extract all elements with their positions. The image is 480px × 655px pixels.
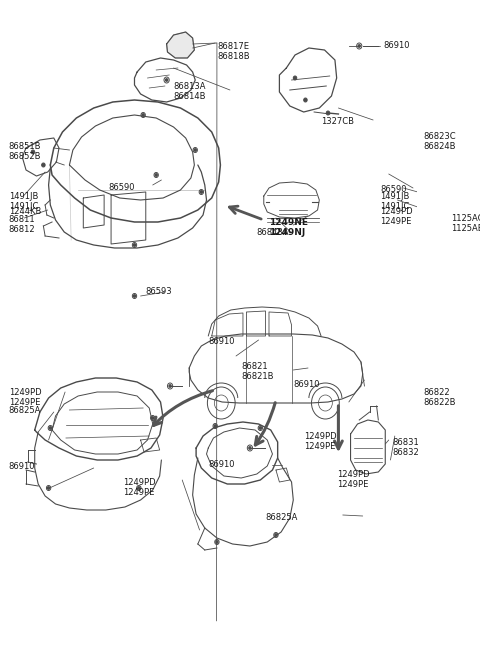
- Circle shape: [32, 151, 34, 153]
- Text: 1491JB
1491JC: 1491JB 1491JC: [380, 192, 409, 212]
- Circle shape: [358, 45, 360, 47]
- Text: 1491JB
1491JC: 1491JB 1491JC: [9, 192, 38, 212]
- Circle shape: [169, 384, 171, 387]
- Text: 86910: 86910: [208, 460, 235, 469]
- Circle shape: [259, 427, 261, 429]
- Circle shape: [133, 295, 135, 297]
- Text: 86910: 86910: [9, 462, 35, 471]
- Circle shape: [200, 191, 203, 193]
- Text: 86590: 86590: [380, 185, 407, 194]
- Text: 1244KB: 1244KB: [9, 207, 41, 216]
- Text: 86910: 86910: [293, 380, 320, 389]
- Circle shape: [249, 447, 251, 449]
- Text: 1249PD
1249PE: 1249PD 1249PE: [304, 432, 336, 451]
- Text: 86813A
86814B: 86813A 86814B: [174, 82, 206, 102]
- Text: 86831
86832: 86831 86832: [392, 438, 419, 457]
- Circle shape: [133, 244, 135, 246]
- Circle shape: [48, 487, 49, 489]
- Circle shape: [327, 112, 329, 114]
- Text: 86822
86822B: 86822 86822B: [423, 388, 456, 407]
- Circle shape: [142, 114, 144, 116]
- Circle shape: [49, 427, 51, 429]
- Text: 86825A: 86825A: [9, 406, 41, 415]
- Text: 86823C
86824B: 86823C 86824B: [423, 132, 456, 151]
- Circle shape: [42, 164, 45, 166]
- Circle shape: [138, 487, 140, 489]
- Text: 1249PD
1249PE: 1249PD 1249PE: [380, 207, 413, 227]
- Circle shape: [194, 149, 196, 151]
- Text: 86825A: 86825A: [265, 513, 298, 522]
- Text: 86910: 86910: [384, 41, 410, 50]
- Text: 1125AC
1125AE: 1125AC 1125AE: [451, 214, 480, 233]
- Circle shape: [155, 174, 157, 176]
- Circle shape: [152, 417, 154, 419]
- Circle shape: [216, 541, 218, 543]
- Circle shape: [275, 534, 277, 536]
- Text: 1327CB: 1327CB: [321, 117, 354, 126]
- Circle shape: [304, 99, 306, 102]
- Text: 1249NE
1249NJ: 1249NE 1249NJ: [269, 218, 308, 237]
- Text: 86811
86812: 86811 86812: [9, 215, 36, 234]
- Text: 86910: 86910: [208, 337, 235, 346]
- Text: 1249PD
1249PE: 1249PD 1249PE: [9, 388, 41, 407]
- Circle shape: [214, 425, 216, 427]
- Text: 86821
86821B: 86821 86821B: [241, 362, 274, 381]
- Text: 86848A: 86848A: [256, 228, 288, 237]
- Polygon shape: [167, 32, 194, 58]
- Text: 86851B
86852B: 86851B 86852B: [9, 142, 41, 161]
- Text: 1249PD
1249PE: 1249PD 1249PE: [123, 478, 156, 497]
- Circle shape: [294, 77, 296, 79]
- Text: 1249PD
1249PE: 1249PD 1249PE: [336, 470, 369, 489]
- Text: 86817E
86818B: 86817E 86818B: [217, 42, 250, 62]
- Text: 86593: 86593: [146, 287, 172, 296]
- Circle shape: [166, 79, 168, 81]
- Text: 86590: 86590: [108, 183, 135, 192]
